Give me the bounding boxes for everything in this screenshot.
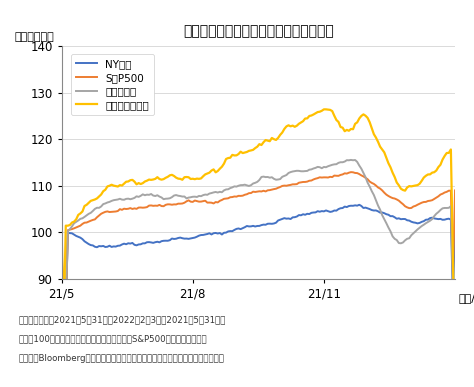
ハイテク株指数 xyxy=(177,176,183,181)
S＆P500 xyxy=(348,170,354,175)
Line: ナスダック: ナスダック xyxy=(62,160,455,387)
ハイテク株指数 xyxy=(100,189,106,194)
S＆P500 xyxy=(153,203,158,208)
NYダウ xyxy=(259,223,264,228)
Legend: NYダウ, S＆P500, ナスダック, ハイテク株指数: NYダウ, S＆P500, ナスダック, ハイテク株指数 xyxy=(71,54,154,115)
ハイテク株指数 xyxy=(452,366,458,371)
ナスダック xyxy=(153,194,158,199)
Text: （ポイント）: （ポイント） xyxy=(14,32,54,42)
Title: 【米ハイテク株と主要株価指数の推移】: 【米ハイテク株と主要株価指数の推移】 xyxy=(183,24,334,38)
ナスダック xyxy=(452,368,458,372)
ハイテク株指数 xyxy=(256,142,262,147)
Line: NYダウ: NYダウ xyxy=(62,205,455,386)
ナスダック xyxy=(61,385,66,387)
Line: ハイテク株指数: ハイテク株指数 xyxy=(62,110,455,369)
ナスダック xyxy=(102,201,108,206)
ハイテク株指数 xyxy=(150,177,156,182)
NYダウ xyxy=(240,226,246,231)
NYダウ xyxy=(356,202,362,207)
S＆P500 xyxy=(61,384,66,387)
Text: （年/月）: （年/月） xyxy=(459,293,474,303)
NYダウ xyxy=(452,216,458,221)
S＆P500 xyxy=(240,194,246,198)
ハイテク株指数 xyxy=(59,230,64,235)
Text: （注）データは2021年5月31日～2022年2月3日　2021年5月31日を: （注）データは2021年5月31日～2022年2月3日 2021年5月31日を xyxy=(19,315,227,324)
S＆P500 xyxy=(59,230,64,235)
ハイテク株指数 xyxy=(171,174,177,178)
S＆P500 xyxy=(180,201,185,206)
NYダウ xyxy=(61,384,66,387)
NYダウ xyxy=(153,240,158,245)
ナスダック xyxy=(348,158,354,162)
NYダウ xyxy=(59,230,64,235)
S＆P500 xyxy=(259,189,264,194)
ハイテク株指数 xyxy=(238,149,244,154)
ナスダック xyxy=(173,193,179,197)
ハイテク株指数 xyxy=(323,107,329,112)
NYダウ xyxy=(102,245,108,249)
Text: 100として指数化。ハイテク株指数は、S&P500情報技術株指数。: 100として指数化。ハイテク株指数は、S&P500情報技術株指数。 xyxy=(19,335,208,344)
NYダウ xyxy=(180,236,185,241)
ナスダック xyxy=(259,175,264,179)
Line: S＆P500: S＆P500 xyxy=(62,172,455,387)
S＆P500 xyxy=(452,188,458,193)
NYダウ xyxy=(173,236,179,241)
ナスダック xyxy=(180,194,185,199)
S＆P500 xyxy=(173,202,179,207)
Text: （出所）Bloombergのデータを基に三井住友ディエスアセットマネジメント作成: （出所）Bloombergのデータを基に三井住友ディエスアセットマネジメント作成 xyxy=(19,354,225,363)
ナスダック xyxy=(240,183,246,187)
S＆P500 xyxy=(102,209,108,214)
ナスダック xyxy=(59,230,64,235)
